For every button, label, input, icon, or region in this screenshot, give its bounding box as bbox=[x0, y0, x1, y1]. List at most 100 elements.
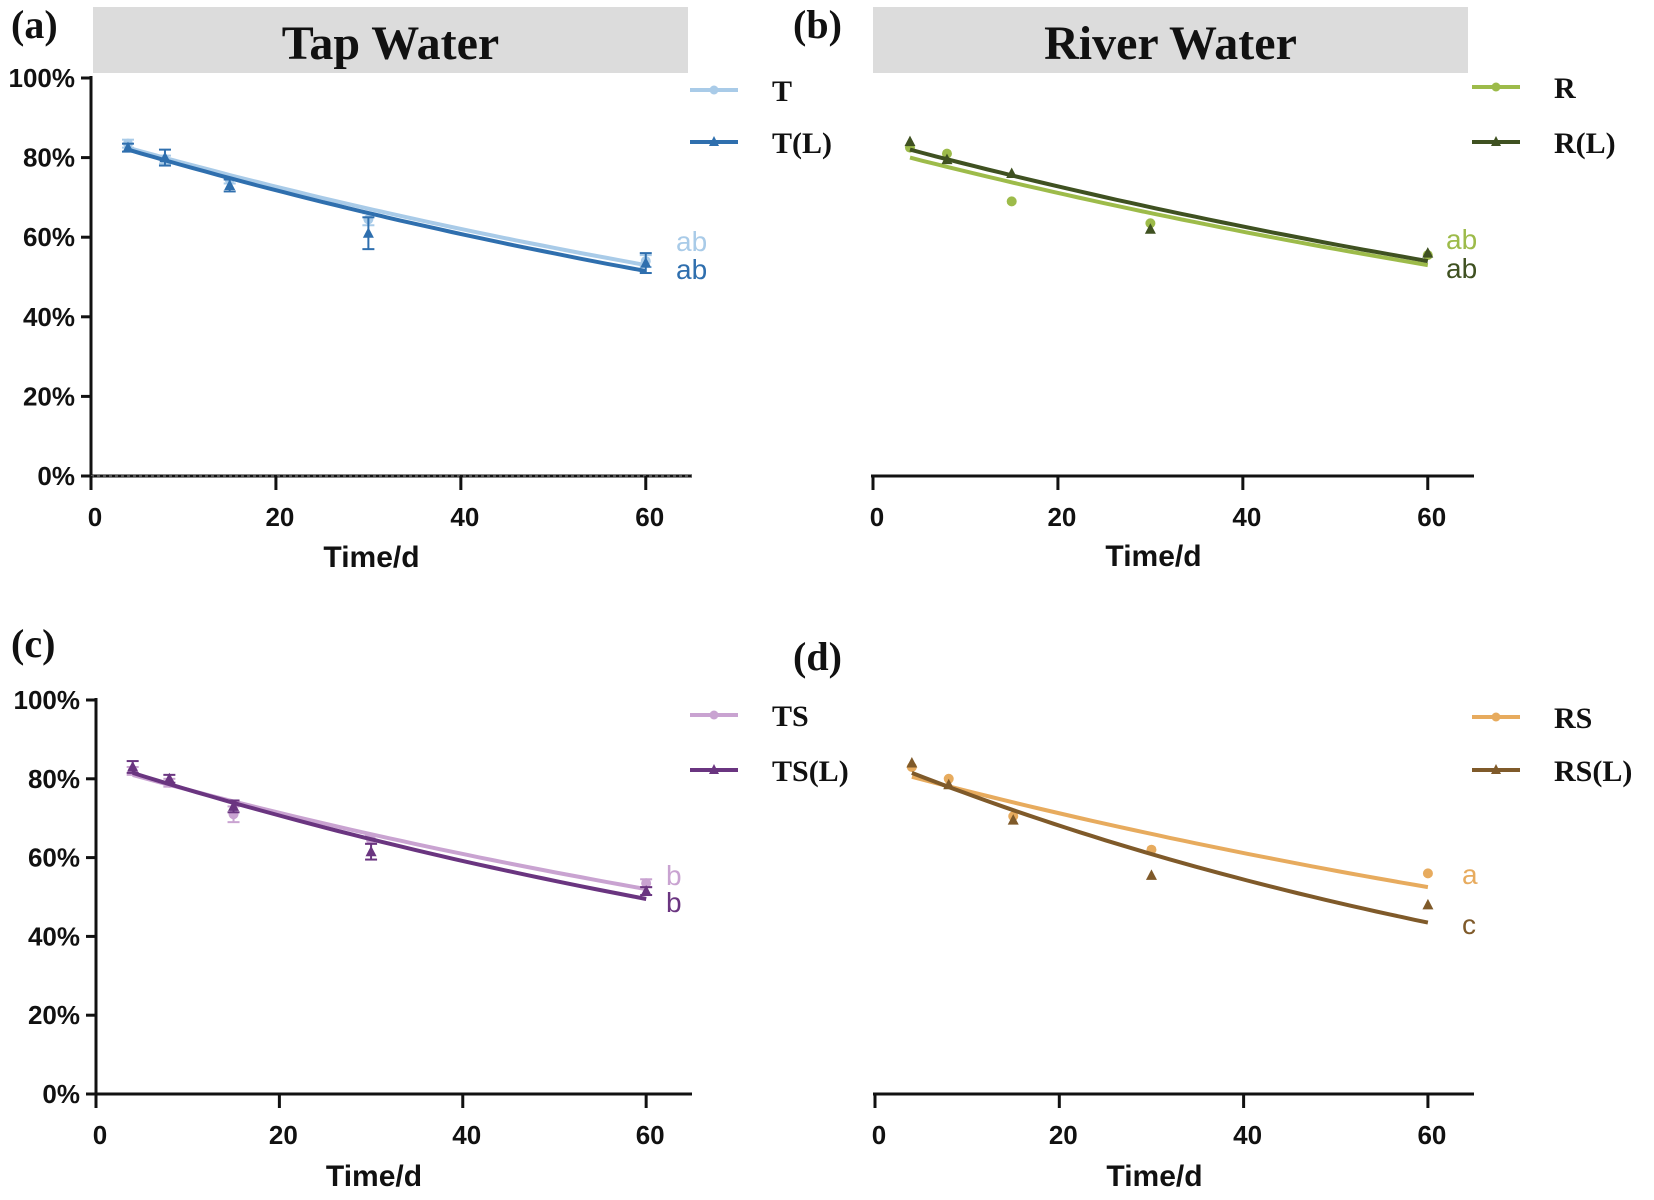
header-bar bbox=[873, 7, 1468, 73]
y-tick-label: 100% bbox=[9, 63, 76, 93]
x-tick-label: 0 bbox=[93, 1120, 107, 1150]
panel-letter: (a) bbox=[11, 2, 58, 47]
legend-label: TS bbox=[772, 700, 809, 733]
legend-marker bbox=[1491, 136, 1501, 146]
data-point bbox=[163, 772, 175, 784]
significance-letter: b bbox=[666, 887, 682, 918]
x-tick-label: 20 bbox=[1047, 502, 1076, 532]
series-tsl: b TS(L) bbox=[126, 755, 849, 918]
y-tick-label: 40% bbox=[23, 302, 75, 332]
significance-letter: a bbox=[1462, 859, 1478, 890]
fit-curve bbox=[127, 147, 647, 273]
x-tick-label: 20 bbox=[265, 502, 294, 532]
y-tick-label: 0% bbox=[42, 1079, 80, 1109]
x-tick-label: 40 bbox=[450, 502, 479, 532]
x-tick-label: 0 bbox=[872, 1120, 886, 1150]
data-point bbox=[943, 778, 955, 790]
legend-label: TS(L) bbox=[772, 755, 849, 788]
x-tick-label: 60 bbox=[635, 502, 664, 532]
panel-letter: (c) bbox=[11, 621, 55, 666]
header-bar bbox=[93, 7, 688, 73]
legend-label: RS(L) bbox=[1554, 755, 1632, 788]
x-axis-title: Time/d bbox=[323, 541, 419, 574]
series-r: ab R bbox=[904, 72, 1576, 268]
data-point bbox=[224, 179, 236, 190]
series-rl: ab R(L) bbox=[904, 127, 1616, 284]
x-tick-label: 20 bbox=[1049, 1120, 1078, 1150]
x-tick-label: 60 bbox=[1417, 502, 1446, 532]
panel-letter: (b) bbox=[793, 2, 842, 47]
data-point bbox=[1422, 868, 1433, 879]
x-tick-label: 20 bbox=[269, 1120, 298, 1150]
legend-marker bbox=[1491, 82, 1501, 92]
data-point bbox=[1145, 869, 1157, 880]
x-tick-label: 40 bbox=[1233, 1120, 1262, 1150]
x-tick-label: 60 bbox=[1417, 1120, 1446, 1150]
y-tick-label: 20% bbox=[23, 381, 75, 411]
y-tick-label: 80% bbox=[28, 764, 80, 794]
data-point bbox=[941, 153, 953, 165]
fit-curve bbox=[909, 147, 1429, 264]
data-point bbox=[1006, 167, 1018, 179]
x-tick-label: 60 bbox=[636, 1120, 665, 1150]
significance-letter: ab bbox=[1446, 224, 1477, 255]
data-point bbox=[904, 135, 916, 147]
y-tick-label: 60% bbox=[28, 843, 80, 873]
significance-letter: ab bbox=[676, 226, 707, 257]
x-tick-label: 0 bbox=[870, 502, 884, 532]
data-point bbox=[362, 227, 374, 238]
legend-marker bbox=[1491, 764, 1501, 774]
x-tick-label: 40 bbox=[452, 1120, 481, 1150]
data-point bbox=[1422, 898, 1434, 910]
series-t: ab T bbox=[121, 75, 792, 269]
legend-label: R bbox=[1554, 72, 1576, 105]
fit-curve bbox=[127, 145, 647, 268]
significance-letter: c bbox=[1462, 909, 1476, 940]
data-point bbox=[1006, 196, 1017, 207]
x-axis-title: Time/d bbox=[1106, 1160, 1202, 1193]
y-tick-label: 20% bbox=[28, 1000, 80, 1030]
data-point bbox=[640, 257, 652, 268]
y-tick-label: 40% bbox=[28, 921, 80, 951]
significance-letter: ab bbox=[1446, 253, 1477, 284]
data-point bbox=[365, 845, 377, 857]
x-axis-title: Time/d bbox=[326, 1160, 422, 1193]
legend-marker bbox=[709, 764, 719, 774]
fit-curve bbox=[132, 770, 647, 901]
legend-label: T(L) bbox=[772, 127, 832, 160]
significance-letter: ab bbox=[676, 254, 707, 285]
data-point bbox=[1144, 223, 1156, 234]
data-point bbox=[641, 878, 652, 889]
legend-label: RS bbox=[1554, 702, 1592, 735]
x-tick-label: 0 bbox=[88, 502, 102, 532]
panel-c: (c) 0% 20% 40% 60% 80% 100% 0 20 40 60 Time/d b TS b TS… bbox=[11, 621, 849, 1193]
data-point bbox=[640, 885, 652, 896]
panel-letter: (d) bbox=[793, 634, 842, 679]
y-tick-label: 100% bbox=[14, 685, 81, 715]
y-tick-label: 80% bbox=[23, 143, 75, 173]
panel-b: River Water (b) 0 20 40 60 Time/d ab Rab R(L) bbox=[793, 2, 1616, 573]
x-tick-label: 40 bbox=[1232, 502, 1261, 532]
fit-curve bbox=[132, 772, 647, 892]
series-rsl: c RS(L) bbox=[906, 755, 1632, 940]
y-tick-label: 0% bbox=[37, 461, 75, 491]
data-point bbox=[906, 757, 918, 768]
legend-label: R(L) bbox=[1554, 127, 1616, 160]
significance-letter: b bbox=[666, 860, 682, 891]
legend-marker bbox=[1491, 712, 1501, 722]
fit-curve bbox=[911, 771, 1429, 925]
data-point bbox=[228, 800, 240, 811]
fit-curve bbox=[911, 774, 1429, 890]
panel-title: River Water bbox=[1044, 17, 1297, 70]
panel-d: (d) 0 20 40 60 Time/d a RS c RS(L) bbox=[793, 634, 1632, 1193]
data-point bbox=[1007, 814, 1019, 825]
y-tick-label: 60% bbox=[23, 222, 75, 252]
legend-marker bbox=[709, 136, 719, 146]
panel-title: Tap Water bbox=[282, 17, 499, 70]
data-point bbox=[127, 760, 139, 772]
series-tl: ab T(L) bbox=[121, 127, 832, 285]
fit-curve bbox=[909, 155, 1429, 268]
data-point bbox=[1422, 247, 1434, 258]
data-point bbox=[159, 151, 171, 163]
